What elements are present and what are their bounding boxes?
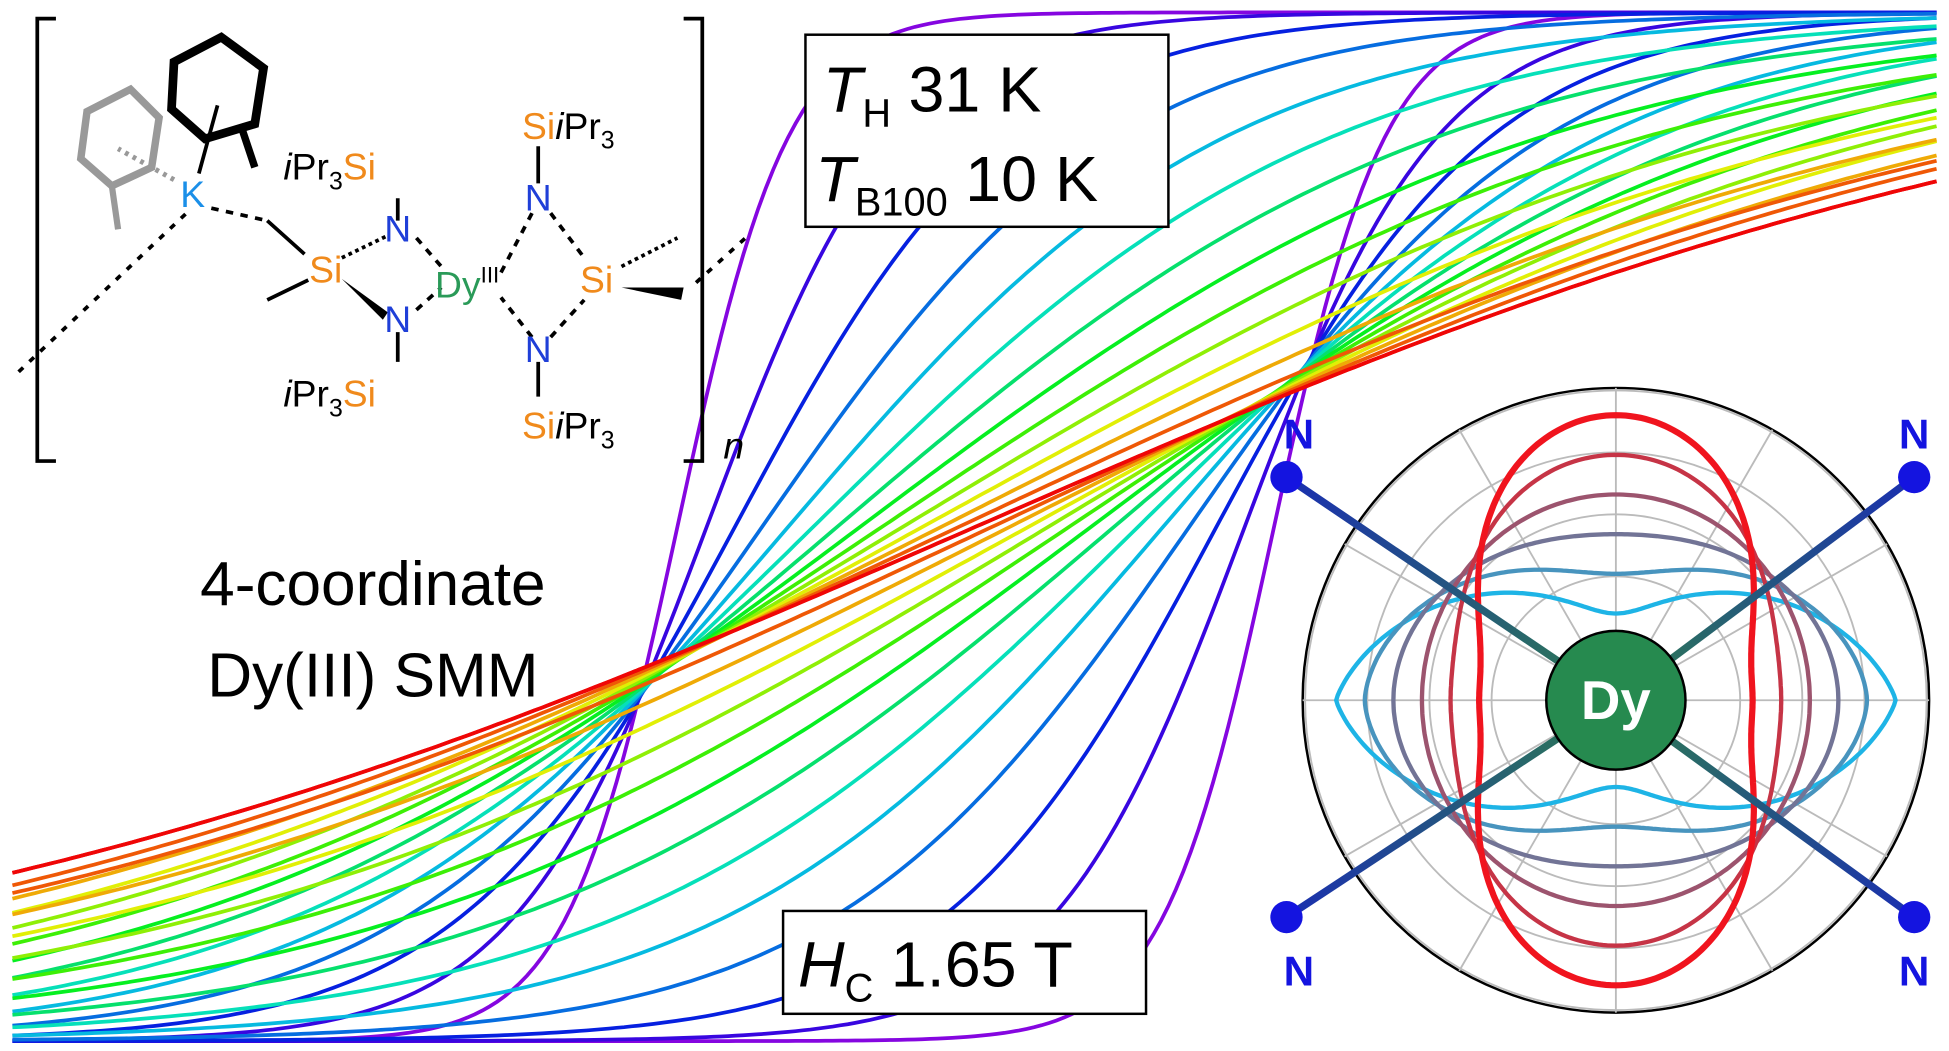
bond — [414, 212, 586, 339]
bond — [341, 233, 389, 260]
hysteresis-curve — [12, 91, 1937, 1001]
bracket — [35, 16, 705, 463]
hysteresis-curve — [12, 74, 1937, 1017]
anisotropy-lobe — [1333, 590, 1898, 811]
anisotropy-lobes — [1333, 412, 1898, 989]
hysteresis-curve — [12, 115, 1937, 915]
temperature-label: TB100 10 K — [815, 143, 1098, 225]
toluene — [76, 84, 164, 191]
anisotropy-lobe — [1448, 452, 1784, 948]
hysteresis-curve — [12, 56, 1937, 1030]
n-atom — [1270, 901, 1303, 934]
atom-label: SiiPr3 — [522, 405, 615, 455]
atom-label: SiiPr3 — [522, 105, 615, 155]
n-atom — [1898, 901, 1931, 934]
caption-line: Dy(III) SMM — [207, 642, 538, 711]
n-label: N — [1284, 411, 1315, 458]
coercive-field-label: HC 1.65 T — [798, 929, 1073, 1011]
bond — [341, 278, 388, 320]
hysteresis-curve — [12, 159, 1937, 888]
atom-label: iPr3Si — [283, 146, 376, 196]
atom-label: DyIII — [435, 263, 499, 306]
hysteresis-curve — [12, 53, 1937, 963]
atom-label: iPr3Si — [283, 373, 376, 423]
hysteresis-curve — [12, 179, 1937, 875]
bond — [108, 185, 122, 230]
hysteresis-curve — [12, 73, 1937, 946]
dy-label: Dy — [1581, 670, 1652, 731]
anisotropy-lobe — [1474, 412, 1757, 989]
hysteresis-curve — [12, 166, 1937, 895]
bond — [621, 287, 684, 300]
polymer-link — [17, 211, 750, 374]
info-box — [781, 909, 1148, 1016]
n-atom — [1270, 461, 1303, 494]
bond — [210, 206, 268, 223]
hysteresis-loops — [11, 10, 1938, 1043]
bond — [265, 146, 541, 397]
molecule: K iPr3Si N Si DyIII N iPr3Si SiiPr3 N Si… — [17, 16, 750, 467]
bond — [116, 146, 176, 182]
n-atom — [1898, 461, 1931, 494]
n-label: N — [1284, 947, 1315, 994]
hysteresis-curve — [12, 16, 1937, 1043]
hysteresis-curve — [12, 108, 1937, 981]
repeat-index: n — [723, 425, 744, 467]
info-box — [804, 33, 1170, 229]
n-label: N — [1899, 411, 1930, 458]
caption-line: 4-coordinate — [200, 550, 545, 619]
hysteresis-curve — [12, 24, 1937, 997]
anisotropy-lobe — [1419, 492, 1812, 909]
anisotropy-lobe — [1391, 532, 1841, 869]
anisotropy-lobe — [1362, 567, 1870, 833]
hysteresis-curve — [12, 26, 1937, 1042]
bond — [620, 236, 679, 269]
polar-plot: Dy N N N N — [1270, 386, 1931, 1014]
atom-label: N — [384, 208, 411, 250]
atom-label: N — [384, 298, 411, 340]
hysteresis-curve — [12, 16, 1937, 1014]
dy-atom — [1545, 629, 1687, 771]
hysteresis-curve — [12, 139, 1938, 939]
atom-label: N — [525, 177, 552, 219]
bond — [238, 128, 259, 169]
bond — [197, 104, 220, 175]
atom-label: N — [525, 328, 552, 370]
atom-label: Si — [580, 259, 613, 301]
atom-label: Si — [309, 249, 342, 291]
toluene — [167, 32, 269, 144]
temperature-label: TH 31 K — [823, 54, 1042, 136]
hysteresis-curve — [12, 40, 1937, 1038]
hysteresis-curve — [12, 12, 1937, 1028]
n-label: N — [1899, 947, 1930, 994]
atom-label: K — [180, 173, 205, 215]
